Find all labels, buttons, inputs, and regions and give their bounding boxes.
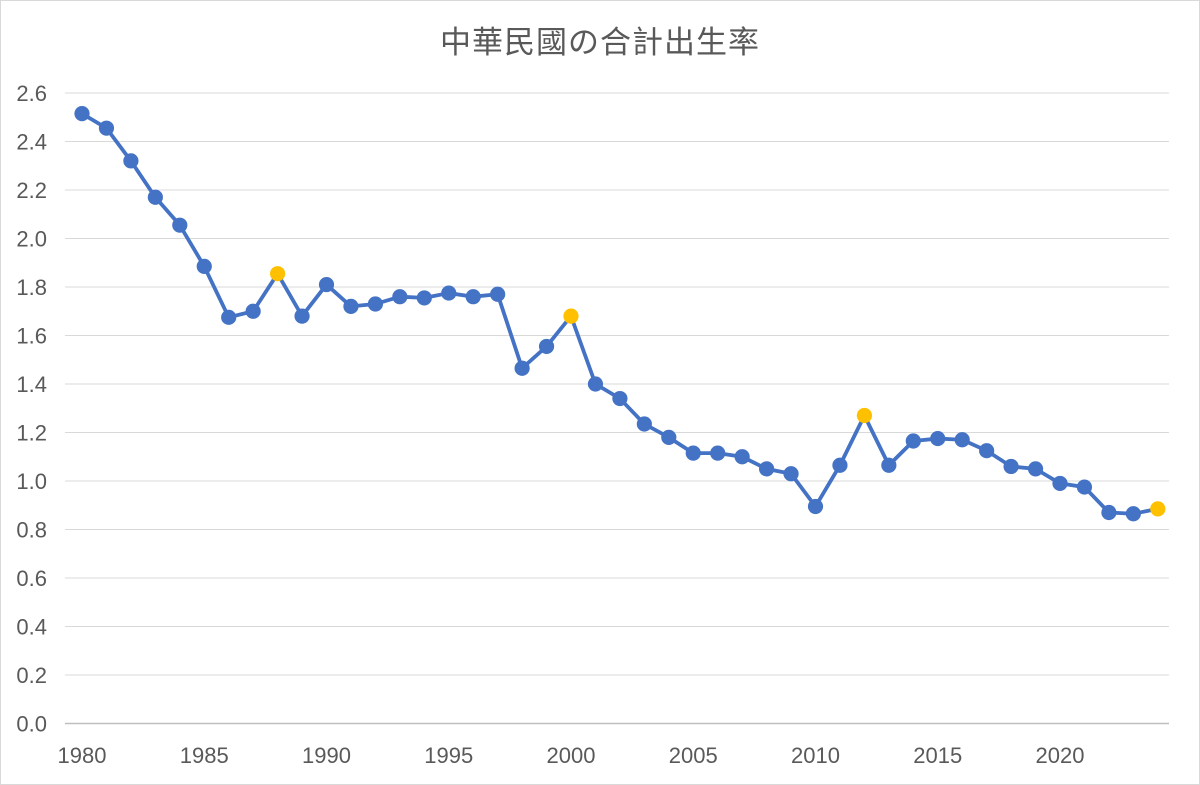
- data-point-2017: [979, 443, 995, 459]
- x-tick-label: 1995: [424, 743, 473, 768]
- data-point-2013: [881, 457, 897, 473]
- data-point-1995: [441, 285, 457, 301]
- data-point-2015: [930, 430, 946, 447]
- y-tick-label: 2.0: [16, 227, 47, 252]
- data-point-1991: [343, 298, 359, 314]
- chart-title: 中華民國の合計出生率: [440, 25, 760, 60]
- data-point-1998: [514, 360, 530, 376]
- x-tick-label: 1980: [58, 743, 107, 768]
- data-point-1989: [294, 308, 310, 324]
- data-point-1987: [245, 303, 261, 319]
- x-tick-label: 2005: [669, 743, 718, 768]
- data-point-2020: [1052, 475, 1068, 492]
- data-point-2002: [612, 390, 628, 407]
- data-point-2009: [783, 466, 799, 482]
- x-tick-label: 2015: [913, 743, 962, 768]
- x-tick-label: 2000: [547, 743, 596, 768]
- highlighted-data-point-1988: [270, 266, 286, 282]
- fertility-trend-line: [80, 111, 1160, 516]
- data-point-1980: [74, 106, 90, 122]
- data-point-2023: [1125, 506, 1141, 522]
- data-point-2005: [685, 445, 701, 461]
- highlighted-data-point-2000: [563, 308, 579, 324]
- y-tick-label: 1.6: [16, 324, 47, 349]
- data-point-1982: [123, 153, 139, 169]
- x-tick-label: 1985: [180, 743, 229, 768]
- y-tick-label: 2.4: [16, 130, 47, 155]
- data-point-2004: [661, 429, 677, 445]
- data-point-2001: [587, 376, 604, 392]
- data-point-2010: [807, 498, 824, 515]
- data-point-2006: [710, 445, 726, 461]
- data-point-1990: [318, 276, 335, 293]
- data-point-1984: [172, 217, 188, 233]
- data-point-1994: [416, 290, 432, 306]
- data-point-2016: [954, 432, 970, 448]
- data-point-1999: [538, 338, 555, 355]
- x-tick-label: 2020: [1036, 743, 1085, 768]
- data-point-1983: [147, 189, 163, 205]
- y-tick-label: 1.8: [16, 275, 47, 300]
- data-point-2022: [1101, 504, 1117, 521]
- y-tick-label: 0.4: [16, 615, 47, 640]
- data-point-1992: [367, 296, 383, 312]
- y-tick-label: 2.2: [16, 178, 47, 203]
- y-tick-label: 1.4: [16, 372, 47, 397]
- x-tick-label: 2010: [791, 743, 840, 768]
- data-point-2021: [1076, 479, 1093, 495]
- data-point-1986: [221, 309, 237, 325]
- data-point-2019: [1027, 461, 1044, 477]
- highlighted-data-point-2012: [856, 407, 873, 424]
- data-point-2008: [759, 461, 775, 477]
- data-point-1993: [392, 289, 408, 305]
- data-point-1997: [490, 286, 506, 302]
- highlighted-data-point-2024: [1150, 501, 1166, 517]
- y-tick-label: 0.0: [16, 712, 47, 737]
- y-tick-label: 0.6: [16, 566, 47, 591]
- data-point-2014: [905, 433, 921, 449]
- data-point-2003: [636, 416, 652, 432]
- data-point-2011: [832, 457, 848, 473]
- y-tick-label: 0.2: [16, 663, 47, 688]
- data-point-2007: [734, 449, 750, 465]
- data-point-1981: [98, 120, 115, 136]
- y-tick-label: 0.8: [16, 518, 47, 543]
- data-point-2018: [1003, 458, 1019, 475]
- y-tick-label: 2.6: [16, 81, 47, 106]
- y-tick-label: 1.2: [16, 421, 47, 446]
- x-tick-label: 1990: [302, 743, 351, 768]
- data-point-1985: [196, 258, 212, 274]
- data-point-1996: [465, 289, 481, 305]
- y-tick-label: 1.0: [16, 469, 47, 494]
